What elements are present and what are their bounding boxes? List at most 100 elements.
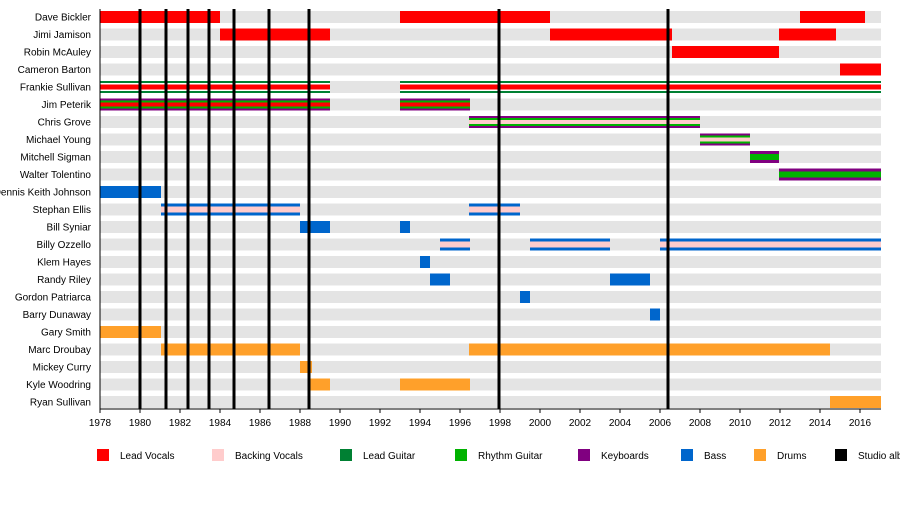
member-tenure-bar — [161, 343, 300, 356]
member-label: Ryan Sullivan — [30, 398, 91, 409]
legend-swatch — [212, 449, 224, 461]
row-background — [100, 308, 881, 321]
row-background — [100, 221, 881, 233]
x-tick-label: 2008 — [689, 418, 712, 429]
row-background — [100, 186, 881, 198]
legend-label: Rhythm Guitar — [478, 451, 543, 462]
member-label: Klem Hayes — [37, 258, 91, 269]
member-tenure-bar — [430, 273, 450, 286]
legend-item-rhythm-guitar: Rhythm Guitar — [455, 449, 543, 462]
x-tick-label: 1994 — [409, 418, 432, 429]
band-gap — [400, 83, 881, 85]
member-tenure-bar — [400, 98, 470, 111]
member-tenure-bar — [750, 151, 779, 163]
x-tick-label: 1988 — [289, 418, 312, 429]
member-tenure-bar — [779, 28, 836, 41]
x-tick-label: 2010 — [729, 418, 752, 429]
role-band-bass — [610, 273, 650, 286]
legend-item-lead-vocals: Lead Vocals — [97, 449, 175, 462]
role-band-lead-vocals — [400, 102, 470, 107]
member-label: Randy Riley — [37, 275, 91, 286]
member-tenure-bar — [530, 238, 610, 251]
member-tenure-bar — [100, 326, 161, 338]
legend-label: Drums — [777, 451, 806, 462]
member-tenure-bar — [840, 63, 881, 76]
member-label: Jim Peterik — [42, 100, 92, 111]
role-band-backing-vocals — [161, 206, 300, 213]
member-label: Walter Tolentino — [20, 170, 92, 181]
legend-label: Studio album — [858, 451, 900, 462]
row-background — [100, 361, 881, 373]
member-label: Cameron Barton — [18, 65, 91, 76]
row-background — [100, 151, 881, 163]
legend-label: Keyboards — [601, 451, 649, 462]
role-band-rhythm-guitar — [750, 154, 779, 160]
role-band-lead-vocals — [100, 11, 220, 23]
member-tenure-bar — [700, 133, 750, 146]
x-tick-label: 1984 — [209, 418, 232, 429]
member-label: Frankie Sullivan — [20, 83, 91, 94]
member-tenure-bar — [469, 116, 700, 128]
member-tenure-bar — [100, 81, 330, 93]
role-band-drums — [161, 343, 300, 356]
x-tick-label: 1996 — [449, 418, 472, 429]
x-tick-label: 2000 — [529, 418, 552, 429]
member-tenure-bar — [220, 28, 330, 41]
role-band-bass — [400, 221, 410, 233]
member-label: Gordon Patriarca — [15, 293, 92, 304]
role-band-backing-vocals — [469, 120, 700, 124]
x-tick-label: 1992 — [369, 418, 392, 429]
member-tenure-bar — [100, 11, 220, 23]
member-label: Chris Grove — [38, 118, 92, 129]
row-background — [100, 326, 881, 338]
member-label: Mitchell Sigman — [20, 153, 91, 164]
member-label: Dave Bickler — [35, 13, 92, 24]
member-label: Billy Ozzello — [37, 240, 92, 251]
role-band-lead-vocals — [840, 63, 881, 76]
x-tick-label: 2016 — [849, 418, 872, 429]
member-tenure-bar — [100, 186, 161, 198]
legend-item-backing-vocals: Backing Vocals — [212, 449, 303, 462]
role-band-bass — [430, 273, 450, 286]
role-band-bass — [520, 291, 530, 303]
member-label: Barry Dunaway — [23, 310, 91, 321]
member-tenure-bar — [400, 81, 881, 93]
legend-item-studio-album: Studio album — [835, 449, 900, 462]
member-tenure-bar — [520, 291, 530, 303]
member-label: Gary Smith — [41, 328, 91, 339]
member-tenure-bar — [672, 46, 779, 58]
member-label: Jimi Jamison — [33, 30, 91, 41]
member-tenure-bar — [830, 396, 881, 408]
legend-item-bass: Bass — [681, 449, 726, 462]
member-tenure-bar — [100, 98, 330, 111]
role-band-drums — [830, 396, 881, 408]
band-gap — [100, 83, 330, 85]
role-band-drums — [469, 343, 830, 356]
legend-swatch — [455, 449, 467, 461]
legend-swatch — [835, 449, 847, 461]
member-tenure-bar — [660, 238, 881, 251]
row-background — [100, 396, 881, 408]
role-band-drums — [100, 326, 161, 338]
role-band-bass — [650, 308, 660, 321]
legend-label: Lead Guitar — [363, 451, 416, 462]
x-tick-label: 1998 — [489, 418, 512, 429]
role-band-backing-vocals — [469, 206, 520, 213]
member-tenure-bar — [400, 378, 470, 391]
legend-item-drums: Drums — [754, 449, 806, 462]
row-background — [100, 63, 881, 76]
row-background — [100, 273, 881, 286]
x-tick-label: 2012 — [769, 418, 792, 429]
legend-swatch — [578, 449, 590, 461]
x-tick-label: 2014 — [809, 418, 832, 429]
role-band-drums — [310, 378, 330, 391]
member-tenure-bar — [800, 11, 865, 23]
role-band-lead-vocals — [550, 28, 672, 41]
row-background — [100, 168, 881, 181]
member-tenure-bar — [779, 168, 881, 181]
role-band-lead-vocals — [779, 28, 836, 41]
member-tenure-bar — [469, 343, 830, 356]
role-band-lead-vocals — [100, 102, 330, 107]
x-tick-label: 1982 — [169, 418, 192, 429]
